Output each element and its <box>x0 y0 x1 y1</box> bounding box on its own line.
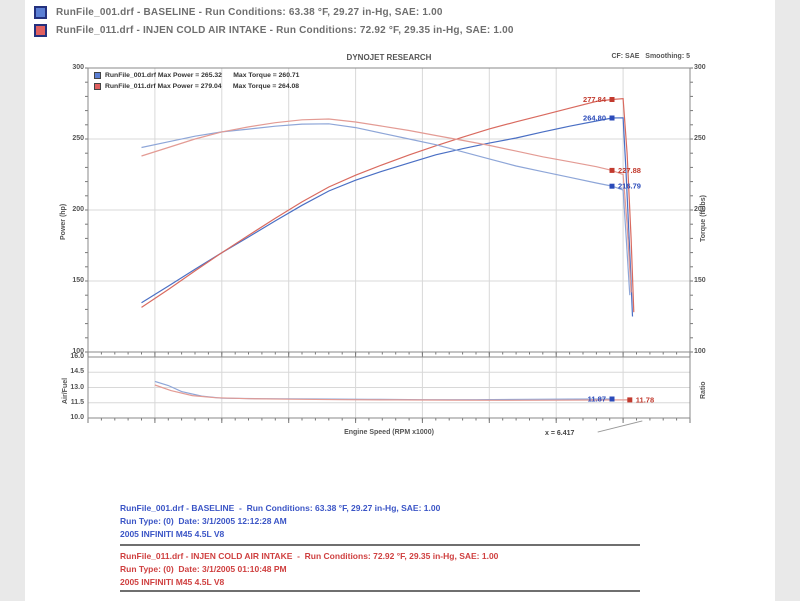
footer-baseline-line2: Run Type: (0) Date: 3/1/2005 12:12:28 AM <box>120 516 287 526</box>
power-torque-plot-area: 277.84 264.80 227.88 216.79 <box>85 67 693 357</box>
injen-torque-curve <box>141 118 632 293</box>
engine-speed-axis-label: Engine Speed (RPM x1000) <box>344 429 434 436</box>
y-axis-tick-label: 100 <box>694 348 706 355</box>
data-point-label: 11.87 <box>588 395 606 404</box>
run2-color-swatch <box>34 24 47 37</box>
data-point-marker <box>609 183 615 189</box>
footer-injen-line2: Run Type: (0) Date: 3/1/2005 01:10:48 PM <box>120 564 287 574</box>
footer-baseline-line3: 2005 INFINITI M45 4.5L V8 <box>120 529 225 539</box>
y-axis-tick-label: 200 <box>694 206 706 213</box>
y-axis-tick-label: 100 <box>72 348 84 355</box>
data-point-label: 277.84 <box>583 95 607 104</box>
ratio-axis-label: Ratio <box>700 381 707 400</box>
data-point-label: 11.78 <box>636 395 654 404</box>
y-axis-tick-label: 150 <box>72 277 84 284</box>
y-axis-tick-label: 250 <box>694 135 706 142</box>
y-axis-tick-label: 300 <box>694 64 706 71</box>
y-axis-tick-label: 300 <box>72 64 84 71</box>
y-axis-tick-label: 16.0 <box>70 353 84 360</box>
y-axis-tick-label: 10.0 <box>70 414 84 421</box>
chart-title: DYNOJET RESEARCH <box>346 53 432 62</box>
air-fuel-plot-area: 11.87 11.78 <box>87 356 691 423</box>
y-axis-tick-label: 11.5 <box>70 398 84 406</box>
baseline-afr-curve <box>154 380 613 401</box>
injen-power-curve <box>141 98 635 313</box>
legend-color-swatch <box>94 82 101 90</box>
baseline-power-curve <box>141 117 634 317</box>
run2-conditions-text: RunFile_011.drf - INJEN COLD AIR INTAKE … <box>56 25 514 36</box>
cursor-position-readout: x = 6.417 <box>545 430 575 437</box>
injen-afr-curve <box>154 384 630 401</box>
air-fuel-chart: 11.87 11.78 <box>87 356 691 423</box>
data-point-marker <box>609 396 615 402</box>
y-axis-tick-label: 13.0 <box>70 383 84 391</box>
smoothing-note: CF: SAE Smoothing: 5 <box>611 53 690 60</box>
header-run-1: RunFile_001.drf - BASELINE - Run Conditi… <box>34 6 443 19</box>
y-axis-tick-label: 200 <box>72 206 84 213</box>
baseline-torque-curve <box>141 123 631 296</box>
footer-divider-2 <box>120 590 640 592</box>
chart-legend-entry: RunFile_011.drf Max Power = 279.04 Max T… <box>94 81 299 91</box>
chart-legend-entry: RunFile_001.drf Max Power = 265.32 Max T… <box>94 70 299 80</box>
run1-conditions-text: RunFile_001.drf - BASELINE - Run Conditi… <box>56 7 443 18</box>
legend-text: RunFile_001.drf Max Power = 265.32 Max T… <box>105 71 300 79</box>
y-axis-tick-label: 250 <box>72 135 84 142</box>
data-point-marker <box>609 167 615 173</box>
torque-axis-label: Torque (ft-lbs) <box>700 195 707 242</box>
power-torque-chart: 277.84 264.80 227.88 216.79 RunFile_001.drf… <box>85 67 693 357</box>
data-point-marker <box>609 115 615 121</box>
legend-color-swatch <box>94 71 101 79</box>
footer-injen-line1: RunFile_011.drf - INJEN COLD AIR INTAKE … <box>120 551 499 561</box>
header-run-2: RunFile_011.drf - INJEN COLD AIR INTAKE … <box>34 24 514 37</box>
data-point-marker <box>627 397 633 403</box>
footer-injen-line3: 2005 INFINITI M45 4.5L V8 <box>120 577 225 587</box>
data-point-marker <box>609 97 615 102</box>
footer-divider-1 <box>120 544 640 546</box>
run1-color-swatch <box>34 6 47 19</box>
data-point-label: 264.80 <box>583 114 606 123</box>
y-axis-tick-label: 150 <box>694 277 706 284</box>
footer-baseline-line1: RunFile_001.drf - BASELINE - Run Conditi… <box>120 503 441 513</box>
data-point-label: 216.79 <box>618 182 641 191</box>
legend-text: RunFile_011.drf Max Power = 279.04 Max T… <box>105 82 300 90</box>
y-axis-tick-label: 14.5 <box>70 368 84 376</box>
data-point-label: 227.88 <box>618 166 641 175</box>
